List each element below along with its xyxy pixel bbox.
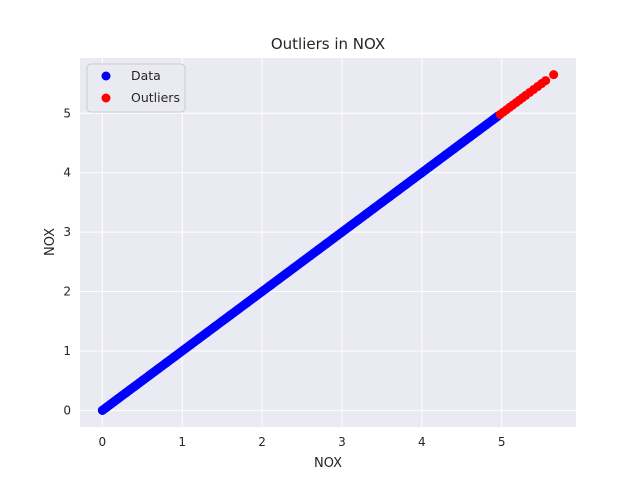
y-tick-label: 3 (63, 225, 71, 239)
data-point (441, 150, 451, 160)
series-data (97, 111, 503, 415)
data-point (281, 269, 291, 279)
data-point (337, 227, 347, 237)
legend-label-outliers: Outliers (131, 90, 180, 105)
data-point (321, 239, 331, 249)
x-tick-labels: 0 1 2 3 4 5 (99, 435, 506, 449)
data-point (433, 156, 443, 166)
data-point (233, 304, 243, 314)
data-point (177, 346, 187, 356)
x-tick-label: 5 (498, 435, 506, 449)
data-point (385, 191, 395, 201)
data-point (457, 138, 467, 148)
data-point (185, 340, 195, 350)
data-point (401, 180, 411, 190)
data-point (289, 263, 299, 273)
y-tick-label: 2 (63, 285, 71, 299)
data-point (145, 370, 155, 380)
data-point (369, 203, 379, 213)
data-point (137, 376, 147, 386)
data-point (225, 310, 235, 320)
data-point (201, 328, 211, 338)
grid (80, 58, 576, 427)
data-point (393, 186, 403, 196)
data-point (217, 316, 227, 326)
data-point (265, 281, 275, 291)
data-point (273, 275, 283, 285)
y-tick-label: 0 (63, 403, 71, 417)
data-point (377, 197, 387, 207)
data-point (249, 292, 259, 302)
y-tick-label: 5 (63, 106, 71, 120)
data-point (481, 120, 491, 130)
y-axis-label: NOX (43, 228, 58, 256)
data-point (129, 382, 139, 392)
data-point (305, 251, 315, 261)
y-tick-label: 1 (63, 344, 71, 358)
data-point (153, 364, 163, 374)
series-outliers (495, 70, 559, 119)
data-point (169, 352, 179, 362)
y-tick-labels: 0 1 2 3 4 5 (63, 106, 71, 417)
x-tick-label: 3 (338, 435, 346, 449)
data-point (425, 162, 435, 172)
y-tick-label: 4 (63, 166, 71, 180)
data-point (257, 287, 267, 297)
data-point (345, 221, 355, 231)
outlier-point (549, 70, 559, 80)
x-tick-label: 1 (178, 435, 186, 449)
legend-box (86, 63, 186, 113)
data-point (329, 233, 339, 243)
data-point (241, 298, 251, 308)
chart-title: Outliers in NOX (271, 35, 385, 53)
data-point (209, 322, 219, 332)
legend-marker-outliers (101, 93, 111, 103)
data-point (313, 245, 323, 255)
data-point (465, 132, 475, 142)
data-point (161, 358, 171, 368)
legend-marker-data (101, 71, 111, 81)
data-point (121, 388, 131, 398)
data-point (113, 393, 123, 403)
data-point (193, 334, 203, 344)
legend: Data Outliers (86, 63, 186, 113)
data-point (361, 209, 371, 219)
data-point (105, 399, 115, 409)
data-point (353, 215, 363, 225)
x-axis-label: NOX (314, 456, 342, 471)
data-point (417, 168, 427, 178)
data-point (473, 126, 483, 136)
x-tick-label: 2 (258, 435, 266, 449)
legend-label-data: Data (131, 68, 161, 83)
outlier-point (541, 76, 551, 86)
data-point (409, 174, 419, 184)
x-tick-label: 0 (99, 435, 107, 449)
data-point (297, 257, 307, 267)
data-point (449, 144, 459, 154)
x-tick-label: 4 (418, 435, 426, 449)
data-points (97, 70, 559, 415)
